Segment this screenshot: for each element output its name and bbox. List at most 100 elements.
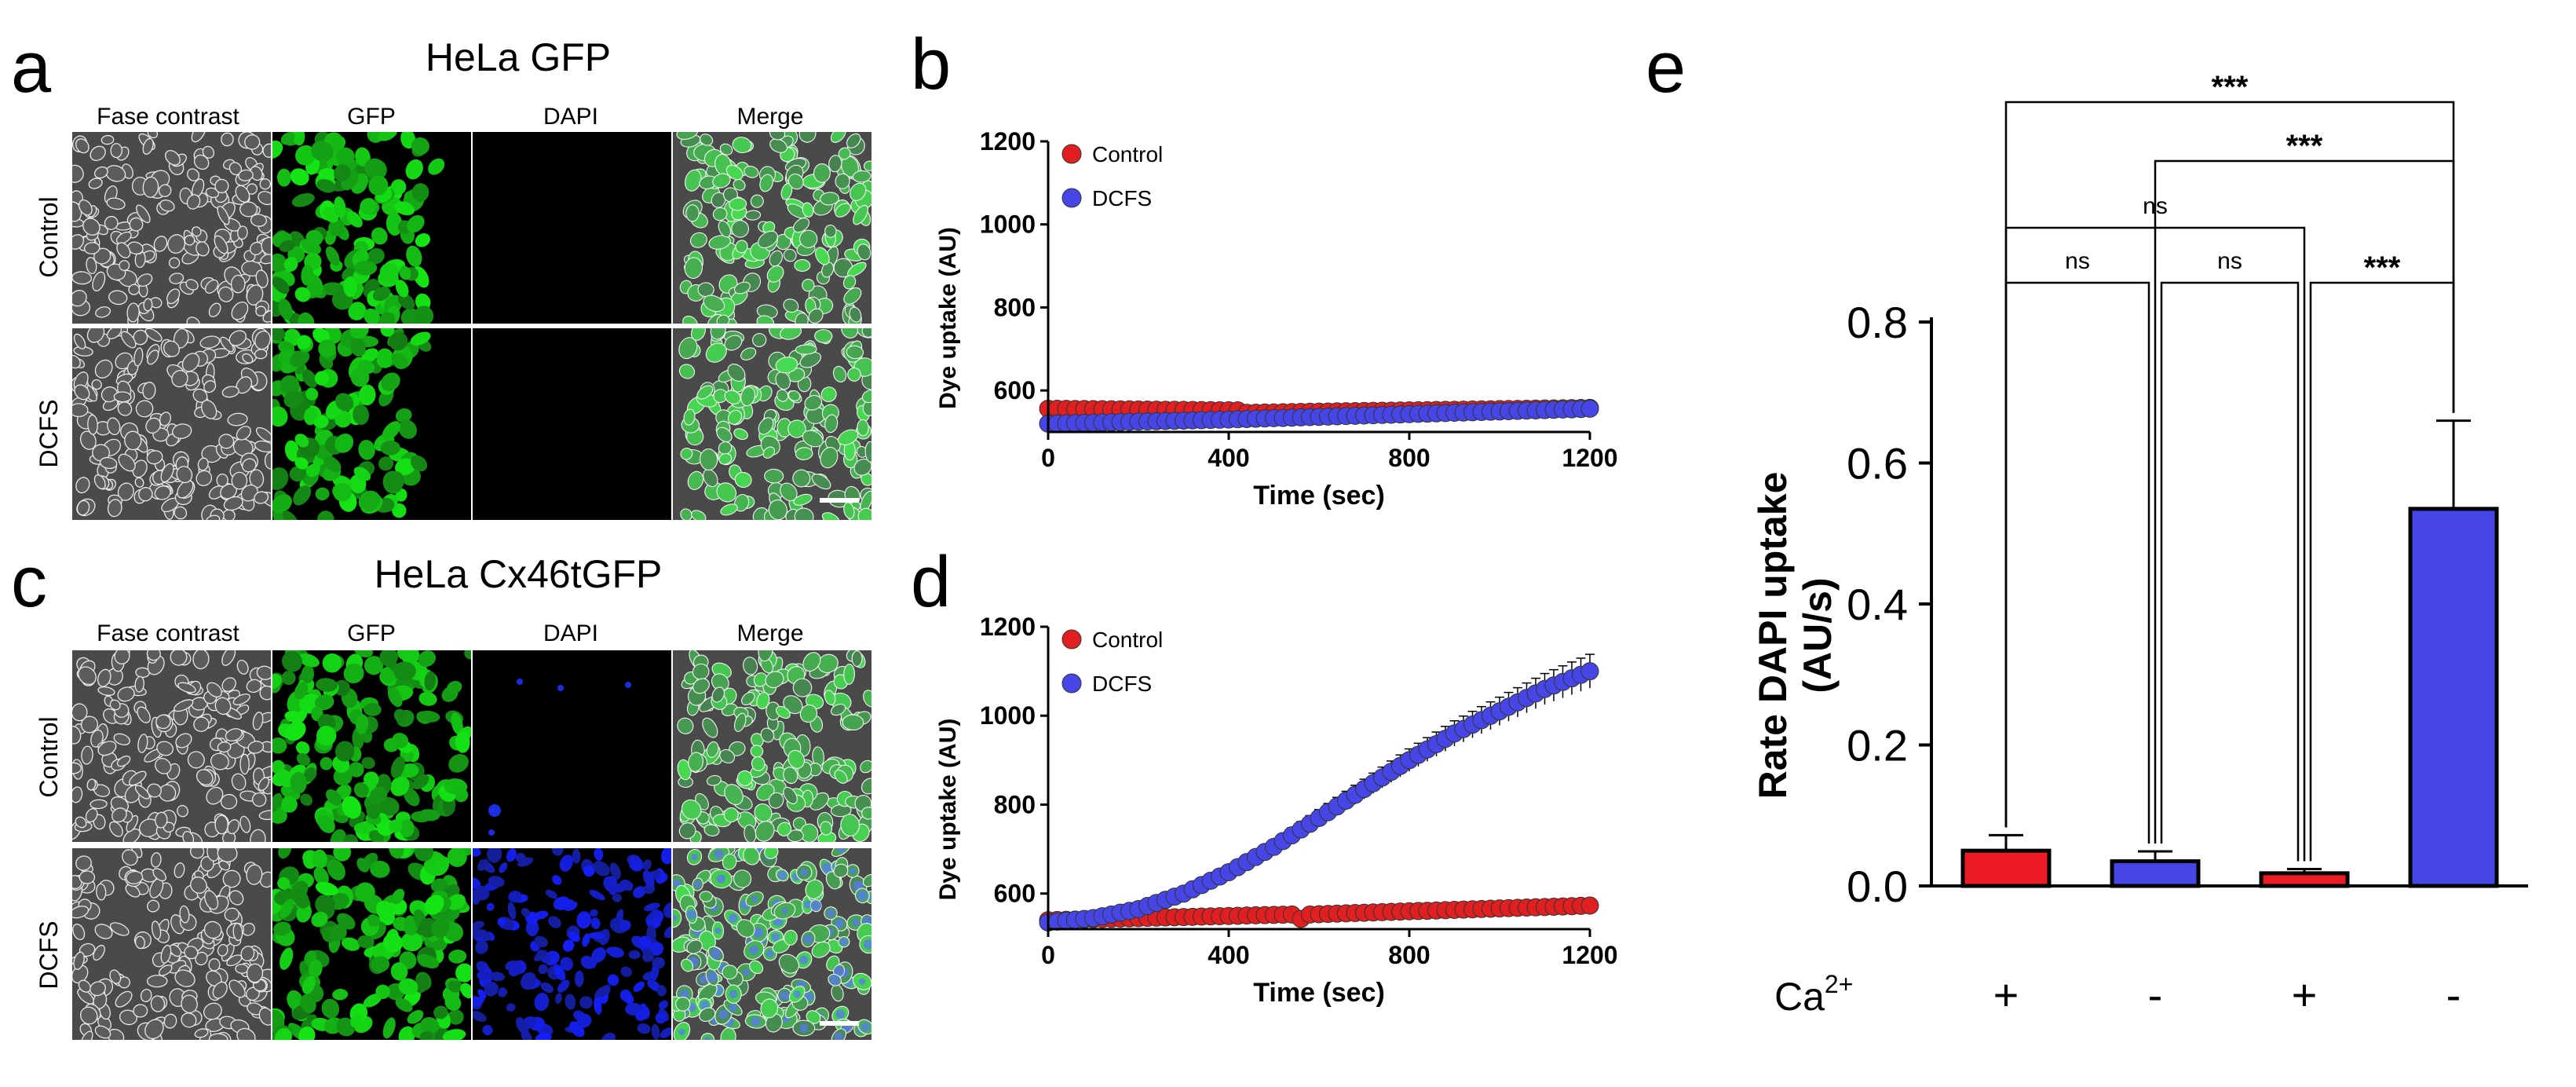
panel-c-col-phase: Fase contrast xyxy=(97,620,239,646)
panel-c-dcfs-phase-image xyxy=(72,848,271,1040)
panel-d-legend-marker-control xyxy=(1061,629,1082,650)
micro-texture xyxy=(473,132,671,324)
panel-e-chart: *** *** ns ns ns *** 0.0 0.2 0.4 0.6 0.8 Rate DAP… xyxy=(1751,70,2528,1019)
panel-a-row-dcfs: DCFS xyxy=(35,399,63,468)
panel-letter-c: c xyxy=(11,542,47,622)
panel-d-y-tick-label: 1000 xyxy=(980,701,1036,730)
panel-a-dcfs-dapi-image xyxy=(473,328,671,520)
panel-letter-a: a xyxy=(11,27,52,108)
panel-a-control-dapi-image xyxy=(473,132,671,324)
panel-d-point xyxy=(1580,662,1599,681)
panel-c-title: HeLa Cx46tGFP xyxy=(374,552,663,596)
panel-b-x-tick-label: 400 xyxy=(1208,444,1249,472)
panel-a-col-dapi: DAPI xyxy=(543,104,599,130)
panel-letter-b: b xyxy=(911,24,952,104)
panel-a-col-phase: Fase contrast xyxy=(97,104,239,130)
panel-d-x-tick-label: 1200 xyxy=(1562,941,1617,969)
panel-c-control-gfp-image xyxy=(272,650,471,842)
panel-d-point xyxy=(1580,896,1599,915)
panel-e-category-1: + xyxy=(1993,970,2019,1019)
panel-d-x-label: Time (sec) xyxy=(1253,978,1385,1008)
panel-c-control-phase-image xyxy=(72,650,271,842)
panel-a-dcfs-gfp-image xyxy=(272,328,471,520)
micro-texture xyxy=(272,328,471,520)
panel-b-x-label: Time (sec) xyxy=(1253,481,1385,511)
panel-letter-d: d xyxy=(911,542,952,622)
panel-c-col-dapi: DAPI xyxy=(543,620,599,646)
panel-e-bar-1 xyxy=(1960,848,2052,888)
panel-e-sig-bracket-6 xyxy=(2309,281,2455,862)
panel-e-category-4: - xyxy=(2446,970,2461,1019)
panel-b-chart: 0 400 800 1200 600 800 1000 1200 Time (sec) Dye… xyxy=(935,127,1618,511)
panel-a-col-merge: Merge xyxy=(736,104,804,130)
panel-a-col-gfp: GFP xyxy=(347,104,396,130)
micro-texture xyxy=(72,132,271,324)
panel-b-y-label: Dye uptake (AU) xyxy=(935,227,961,409)
panel-c-col-merge: Merge xyxy=(736,620,804,646)
micro-texture xyxy=(72,328,271,520)
micro-texture xyxy=(272,848,471,1040)
panel-e-y-label-line2: (AU/s) xyxy=(1796,577,1840,693)
panel-a-row-control: Control xyxy=(35,196,63,278)
panel-b-x-tick-label: 0 xyxy=(1041,444,1055,472)
panel-e-sig-label-3: ns xyxy=(2143,193,2168,219)
panel-c-row-control: Control xyxy=(35,716,63,798)
panel-e-y-tick-label: 0.2 xyxy=(1847,721,1908,770)
panel-a-scale-bar xyxy=(820,498,859,503)
micro-texture xyxy=(673,650,871,842)
micro-texture xyxy=(673,132,871,324)
panel-e-ca-text: Ca xyxy=(1774,975,1825,1019)
panel-a-control-phase-image xyxy=(72,132,271,324)
panel-e-y-tick-label: 0.6 xyxy=(1847,439,1908,489)
panel-b-series-dcfs xyxy=(1039,399,1599,433)
panel-c-dcfs-merge-image xyxy=(673,848,871,1040)
micro-texture xyxy=(473,650,671,842)
panel-a-title: HeLa GFP xyxy=(425,35,612,79)
micro-texture xyxy=(72,848,271,1040)
panel-e-y-tick-label: 0.4 xyxy=(1847,580,1908,629)
panel-d-y-tick-label: 600 xyxy=(994,880,1036,908)
panel-b-y-tick-label: 1000 xyxy=(980,210,1036,239)
panel-e-ca-label: Ca2+ xyxy=(1774,970,1853,1019)
panel-c-dcfs-gfp-image xyxy=(272,848,471,1040)
panel-e-sig-bracket-5 xyxy=(2160,281,2300,862)
panel-c-control-dapi-image xyxy=(473,650,671,842)
panel-d-legend-marker-dcfs xyxy=(1061,673,1082,694)
panel-e-category-2: - xyxy=(2148,970,2163,1019)
micro-texture xyxy=(72,650,271,842)
panel-d-legend-label-control: Control xyxy=(1092,628,1163,652)
micro-texture xyxy=(673,328,871,520)
panel-a-control-gfp-image xyxy=(272,132,471,324)
panel-b-legend-label-dcfs: DCFS xyxy=(1092,186,1152,210)
panel-b-legend-marker-dcfs xyxy=(1061,188,1082,208)
panel-d-x-tick-label: 0 xyxy=(1041,941,1055,969)
panel-c-control-merge-image xyxy=(673,650,871,842)
panel-d-x-tick-label: 400 xyxy=(1208,941,1249,969)
panel-e-y-tick-label: 0.0 xyxy=(1847,862,1908,911)
panel-e-y-tick-label: 0.8 xyxy=(1847,298,1908,347)
panel-c-row-dcfs: DCFS xyxy=(35,920,63,990)
panel-e-sig-bracket-4 xyxy=(2004,281,2150,844)
panel-d-y-tick-label: 1200 xyxy=(980,613,1036,641)
panel-b-legend-label-control: Control xyxy=(1092,142,1163,167)
panel-b-legend-marker-control xyxy=(1061,144,1082,164)
panel-b-y-tick-label: 800 xyxy=(994,293,1036,321)
panel-d-chart: 0 400 800 1200 600 800 1000 1200 Time (sec) Dye… xyxy=(935,613,1618,1008)
micro-texture xyxy=(272,650,471,842)
panel-letter-e: e xyxy=(1646,27,1686,108)
panel-c-scale-bar xyxy=(820,1021,859,1026)
panel-b-y-tick-label: 600 xyxy=(994,376,1036,404)
panel-d-y-tick-label: 800 xyxy=(994,790,1036,818)
panel-d-y-label: Dye uptake (AU) xyxy=(935,719,961,901)
panel-e-sig-label-2: *** xyxy=(2286,129,2323,163)
panel-e-bar-3 xyxy=(2259,871,2350,888)
panel-e-ca-sup: 2+ xyxy=(1825,970,1853,998)
panel-e-sig-label-6: *** xyxy=(2364,251,2401,285)
panel-e-sig-bracket-1 xyxy=(2004,101,2455,828)
panel-d-x-tick-label: 800 xyxy=(1388,941,1430,969)
panel-e-sig-label-4: ns xyxy=(2065,248,2090,274)
panel-e-bar-2 xyxy=(2110,859,2201,888)
panel-e-y-label-line1: Rate DAPI uptake xyxy=(1751,472,1795,800)
panel-a-control-merge-image xyxy=(673,132,871,324)
panel-b-x-tick-label: 1200 xyxy=(1562,444,1617,472)
